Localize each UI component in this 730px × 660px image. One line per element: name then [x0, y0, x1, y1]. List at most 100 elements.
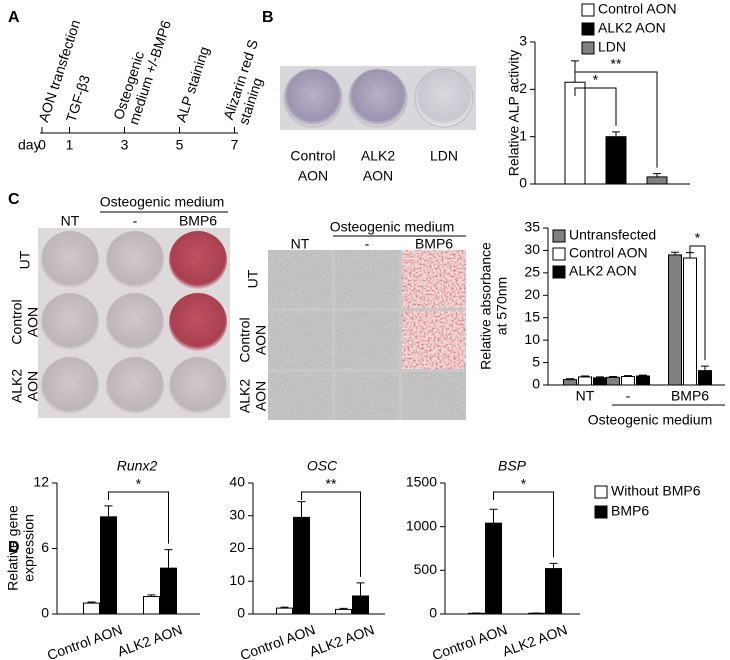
bar: [485, 522, 502, 615]
legend-swatch: [581, 22, 595, 36]
significance-bracket: [689, 245, 706, 361]
significance-label: **: [326, 476, 337, 492]
chart-title: OSC: [307, 458, 338, 474]
well: [283, 68, 343, 128]
bar: [545, 568, 562, 615]
y-axis-label: at 570nm: [494, 277, 510, 335]
well: [41, 231, 99, 289]
well-label: AON: [363, 168, 393, 184]
row-label: ALK2: [237, 379, 253, 413]
legend-label: BMP6: [611, 503, 649, 519]
error-bar: [87, 601, 96, 604]
y-tick-label: 0: [41, 605, 49, 621]
y-tick-label: 0: [429, 605, 437, 621]
x-tick-label: NT: [576, 388, 595, 404]
bar: [352, 595, 369, 615]
y-tick-label: 30: [524, 241, 540, 257]
x-tick-label: BMP6: [671, 388, 709, 404]
column-group-header: Osteogenic medium: [100, 194, 225, 210]
timeline-event: ALP staining: [173, 45, 212, 124]
legend-swatch: [594, 485, 608, 499]
legend-label: ALK2 AON: [569, 263, 637, 279]
column-label: BMP6: [179, 213, 217, 229]
significance-label: *: [136, 476, 142, 492]
bar: [83, 602, 100, 615]
error-bar: [549, 562, 558, 569]
legend-swatch: [552, 229, 566, 243]
y-tick-label: 20: [524, 286, 540, 302]
error-bar: [339, 607, 348, 610]
legend-swatch: [581, 41, 595, 55]
y-tick-label: 2: [519, 80, 527, 96]
panel-label: C: [8, 191, 20, 208]
micrograph: [268, 250, 332, 308]
column-label: -: [365, 236, 370, 252]
well-label: Control: [290, 148, 335, 164]
legend-label: Untransfected: [569, 227, 656, 243]
column-label: -: [133, 213, 138, 229]
micrograph: [335, 250, 399, 308]
row-label: AON: [253, 325, 269, 355]
bar: [100, 516, 117, 615]
row-label: AON: [253, 381, 269, 411]
column-label: NT: [61, 213, 80, 229]
significance-label: *: [695, 230, 701, 246]
column-group-header: Osteogenic medium: [330, 219, 455, 235]
significance-bracket: [301, 491, 361, 577]
error-bar: [609, 375, 617, 378]
bar: [646, 176, 668, 185]
row-label: Control: [9, 299, 25, 344]
bar: [683, 257, 697, 386]
bar: [578, 376, 592, 386]
well: [41, 357, 99, 415]
error-bar: [566, 378, 574, 380]
legend-label: ALK2 AON: [598, 20, 666, 36]
legend-label: Control AON: [598, 1, 677, 17]
y-tick-label: 0: [237, 605, 245, 621]
panel-label: B: [262, 9, 274, 26]
chart-title: Runx2: [117, 458, 158, 474]
column-label: BMP6: [415, 236, 453, 252]
well: [169, 231, 227, 289]
well-label: ALK2: [361, 148, 395, 164]
bar: [335, 608, 352, 615]
error-bar: [701, 365, 709, 371]
y-tick-label: 15: [524, 308, 540, 324]
y-axis-label: expression: [21, 514, 37, 582]
y-axis-label: Relative ALP activity: [506, 50, 522, 177]
micrograph: [268, 372, 332, 420]
y-tick-label: 1000: [406, 517, 437, 533]
timeline-day: 1: [66, 137, 74, 153]
panel-label: A: [8, 9, 20, 26]
bar: [636, 375, 650, 386]
timeline-day: 5: [176, 137, 184, 153]
error-bar: [581, 375, 589, 377]
legend-label: Control AON: [569, 245, 648, 261]
x-tick-label: ALK2 AON: [115, 621, 184, 659]
micrograph: [335, 311, 399, 369]
significance-label: **: [611, 56, 622, 72]
bar: [143, 596, 160, 615]
micrograph: [335, 372, 399, 420]
error-bar: [104, 505, 113, 517]
timeline-day: 0: [38, 137, 46, 153]
y-tick-label: 6: [41, 539, 49, 555]
error-bar: [356, 582, 365, 596]
row-label: AON: [25, 307, 41, 337]
y-tick-label: 20: [229, 539, 245, 555]
timeline-axis-label: day: [18, 137, 41, 153]
y-tick-label: 10: [229, 572, 245, 588]
legend-label: LDN: [598, 39, 626, 55]
micrograph: [268, 311, 332, 369]
row-label: ALK2: [9, 369, 25, 403]
y-tick-label: 500: [414, 561, 438, 577]
row-label: Control: [237, 317, 253, 362]
significance-bracket: [574, 71, 658, 168]
bar: [293, 516, 310, 615]
y-tick-label: 30: [229, 506, 245, 522]
y-tick-label: 5: [532, 353, 540, 369]
well: [106, 293, 164, 351]
timeline-day: 7: [231, 137, 239, 153]
error-bar: [653, 173, 661, 177]
